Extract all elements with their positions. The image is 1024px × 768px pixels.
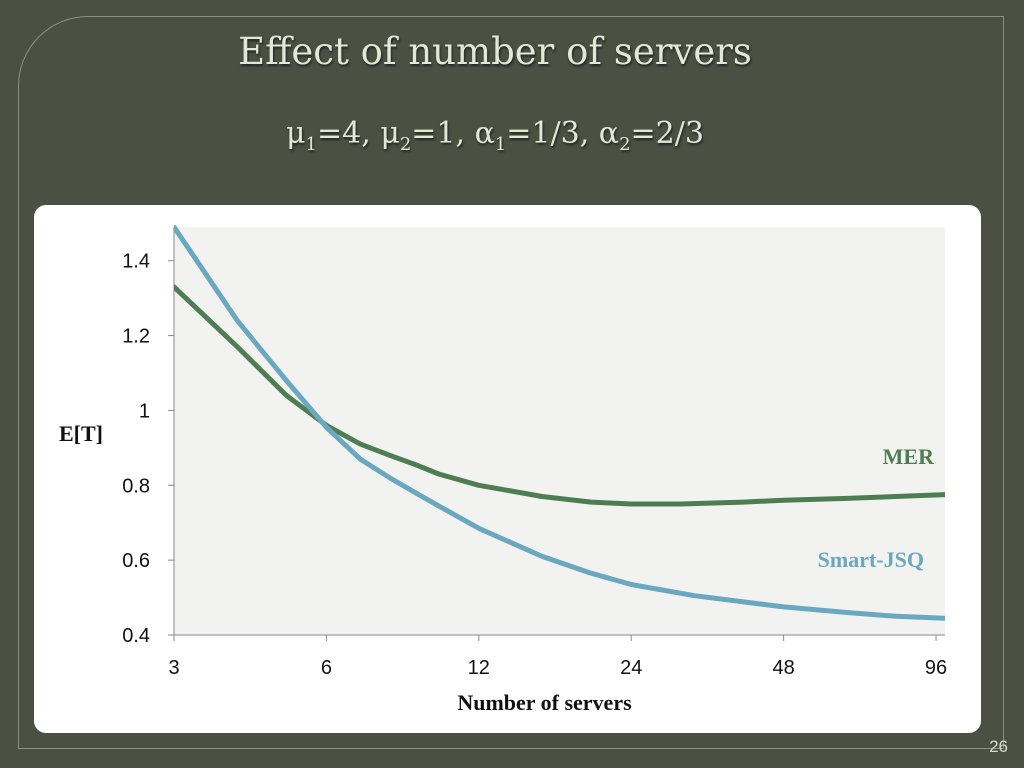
param-symbol: μ [286,116,306,151]
page-number: 26 [989,737,1008,756]
param-value: =4 [317,116,362,151]
series-label: MER [883,444,935,469]
series-line-smart-jsq [174,225,945,621]
param-1: μ2=1 [380,116,456,155]
y-axis-title: E[T] [59,421,103,446]
param-subscript: 1 [494,134,507,155]
param-subscript: 2 [619,134,631,155]
param-0: μ1=4 [286,116,362,155]
param-value: =1 [411,116,456,151]
param-value: =2/3 [630,116,704,151]
param-symbol: α [598,116,620,151]
y-tick-label: 0.4 [122,625,150,647]
param-3: α2=2/3 [598,116,704,155]
slide-title: Effect of number of servers [238,30,752,73]
y-tick-label: 1.2 [122,326,150,348]
x-tick-label: 3 [168,657,179,679]
x-tick-label: 6 [321,657,332,679]
line-chart: 0.4 0.6 0.8 1 1.2 1.4 3 6 12 24 48 96 Number of serv… [59,225,947,715]
chart-card: 0.4 0.6 0.8 1 1.2 1.4 3 6 12 24 48 96 Number of serv… [34,205,981,733]
y-tick-label: 0.6 [122,550,150,572]
x-axis-title: Number of servers [457,690,632,715]
param-subscript: 1 [305,134,317,155]
plot-area [174,227,945,635]
slide-subtitle: μ1=4, μ2=1, α1=1/3, α2=2/3 [286,116,704,155]
param-symbol: μ [380,116,400,151]
param-value: =1/3 [506,116,580,151]
param-subscript: 2 [399,134,412,155]
param-symbol: α [474,116,495,151]
x-tick-label: 48 [772,657,794,679]
x-tick-label: 96 [925,657,947,679]
x-tick-label: 24 [620,657,642,679]
y-tick-label: 1.4 [122,251,150,273]
series-label: Smart-JSQ [818,547,924,572]
param-2: α1=1/3 [474,116,580,155]
x-tick-label: 12 [468,657,490,679]
y-tick-label: 1 [139,400,150,422]
y-tick-label: 0.8 [122,475,150,497]
